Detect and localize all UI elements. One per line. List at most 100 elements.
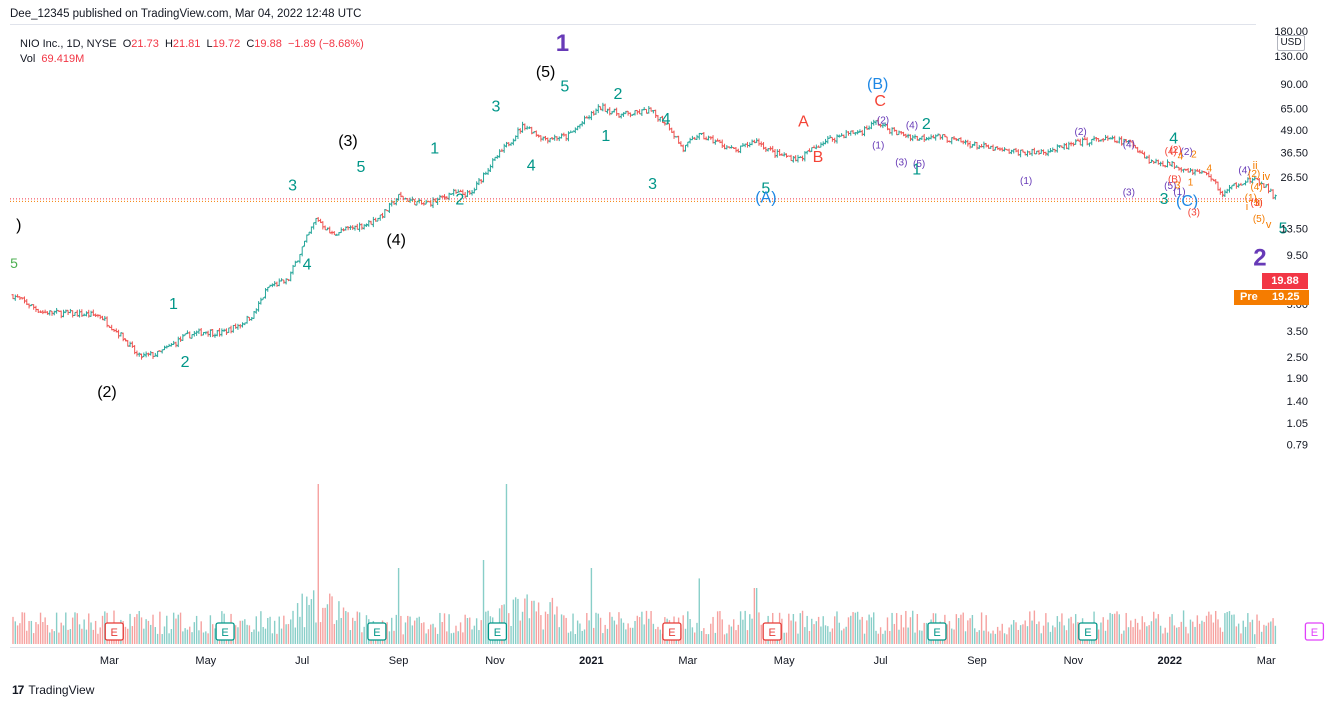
premarket-tag: Pre 19.25 [1234,290,1309,305]
earnings-marker [215,622,235,641]
earnings-marker [762,622,782,641]
premarket-price: 19.25 [1262,290,1309,305]
price-tick-label: 2.50 [1287,352,1308,364]
wave-label: (5) [1164,181,1176,192]
wave-label: 3 [1160,191,1169,208]
price-tick-label: 0.79 [1287,440,1308,452]
price-tick-label: 1.40 [1287,396,1308,408]
volume-bars [12,484,1277,644]
earnings-marker [1304,622,1325,641]
earnings-marker [367,622,387,641]
time-tick-label: Mar [678,655,697,667]
earnings-marker-label: E [221,627,228,639]
time-tick-label: May [195,655,216,667]
wave-label: 2 [181,354,190,371]
wave-label: 3 [492,99,501,116]
wave-label: 5 [761,181,770,198]
wave-label: (2) [1248,169,1260,180]
chart-frame [10,24,1256,648]
time-tick-label: 2021 [579,655,603,667]
wave-label: 2 [613,86,622,103]
wave-label: (2) [1075,127,1087,138]
premarket-label: Pre [1234,290,1264,305]
earnings-marker-label: E [494,627,501,639]
earnings-marker-label: E [768,627,775,639]
wave-label: (5) [1253,214,1265,225]
earnings-marker [1078,622,1098,641]
last-price-tag: 19.88 [1262,273,1308,289]
wave-label: iii [1255,197,1262,209]
legend-ohlc-row: NIO Inc., 1D, NYSE O21.73 H21.81 L19.72 … [20,37,364,52]
wave-label: 1 [556,30,569,57]
wave-label: ii [1253,160,1258,172]
earnings-marker-label: E [1084,627,1091,639]
currency-button[interactable]: USD [1277,35,1305,51]
wave-label: 2 [1253,245,1266,272]
price-tick-label: 90.00 [1280,79,1308,91]
earnings-marker [104,622,124,641]
symbol-title[interactable]: NIO Inc., 1D, NYSE [20,38,117,50]
time-tick-label: Mar [100,655,119,667]
wave-label: v [1266,219,1272,231]
wave-label: 3 [648,176,657,193]
wave-label: 1 [912,161,921,178]
price-tick-label: 1.05 [1287,418,1308,430]
tradingview-brand[interactable]: 17 TradingView [12,683,94,697]
wave-label: iv [1262,171,1270,183]
wave-label: (4) [1250,182,1262,193]
wave-label: 5 [357,159,366,176]
wave-label: (C) [1176,193,1198,210]
wave-label: i [1246,201,1248,213]
time-tick-label: Sep [967,655,987,667]
low-value: 19.72 [212,38,241,50]
time-tick-label: Jul [295,655,309,667]
earnings-marker [927,622,947,641]
wave-label: 3 [1175,180,1181,191]
wave-label: (B) [1168,174,1181,185]
wave-label: (B) [867,76,888,93]
price-tick-label: 3.50 [1287,326,1308,338]
earnings-marker [662,622,682,641]
time-tick-label: Jul [874,655,888,667]
price-tick-label: 26.50 [1280,172,1308,184]
wave-label: (2) [1181,147,1193,158]
earnings-marker-label: E [373,627,380,639]
candles [11,102,1277,360]
publisher-line: Dee_12345 published on TradingView.com, … [10,8,362,20]
time-tick-label: Mar [1257,655,1276,667]
wave-label: (2) [97,384,117,401]
time-tick-label: 2022 [1158,655,1182,667]
wave-label: ) [16,217,21,234]
wave-label: 3 [288,177,297,194]
wave-label: B [813,149,824,166]
legend: NIO Inc., 1D, NYSE O21.73 H21.81 L19.72 … [20,37,364,67]
change-value: −1.89 (−8.68%) [287,38,364,50]
earnings-marker-label: E [111,627,118,639]
time-axis: Mar May Jul Sep Nov 2021 Mar May Jul Sep Nov 2022 Ma… [100,655,1276,667]
wave-label: (4) [906,120,918,131]
wave-label: (2) [1169,145,1181,156]
wave-label: 5 [560,79,569,96]
wave-label: 1 [601,128,610,145]
volume-label[interactable]: Vol [20,53,36,65]
last-price-line [10,198,1256,202]
wave-label: (4) [1123,139,1135,150]
earnings-marker [487,622,508,641]
high-label: H [164,38,173,50]
close-value: 19.88 [254,38,282,50]
wave-label: 1 [430,141,439,158]
price-tick-label: 9.50 [1287,250,1308,262]
time-tick-label: Nov [485,655,505,667]
price-tick-label: 49.00 [1280,125,1308,137]
wave-label: (A) [755,190,776,207]
wave-label: 2 [455,192,464,209]
price-tick-label: 65.00 [1280,104,1308,116]
wave-label: 4 [303,257,312,274]
volume-value: 69.419M [41,53,85,65]
wave-label: 2 [1191,149,1197,160]
earnings-marker-label: E [1311,627,1318,639]
wave-label: (3) [895,157,907,168]
wave-label: C [874,93,886,110]
